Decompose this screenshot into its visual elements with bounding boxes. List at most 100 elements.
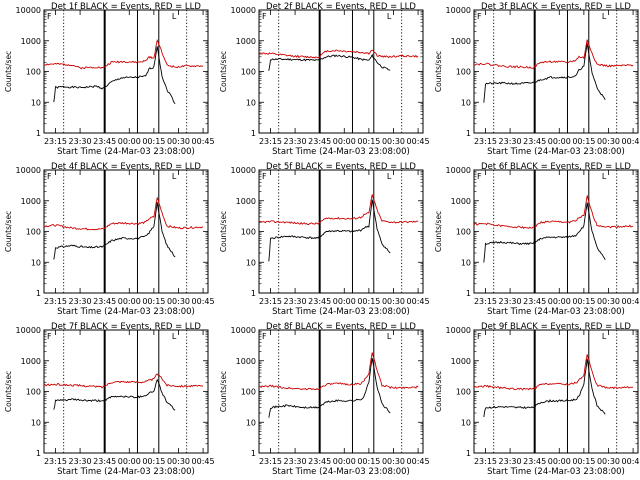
y-axis-label: Counts/sec bbox=[219, 51, 228, 92]
y-tick-label: 1 bbox=[36, 129, 41, 138]
panel-title: Det 6f BLACK = Events, RED = LLD bbox=[481, 162, 631, 172]
x-tick-label: 00:30 bbox=[382, 457, 405, 466]
y-tick-label: 1 bbox=[36, 449, 41, 458]
x-tick-label: 00:00 bbox=[333, 297, 356, 306]
x-axis-label: Start Time (24-Mar-03 23:08:00) bbox=[487, 467, 625, 477]
x-tick-label: 23:45 bbox=[308, 297, 331, 306]
x-tick-label: 23:15 bbox=[259, 457, 282, 466]
x-tick-label: 23:45 bbox=[523, 457, 546, 466]
x-tick-label: 00:15 bbox=[142, 457, 165, 466]
corner-mark: L bbox=[602, 332, 607, 341]
x-tick-label: 00:45 bbox=[407, 297, 430, 306]
x-tick-label: 23:45 bbox=[308, 457, 331, 466]
y-tick-label: 100 bbox=[241, 68, 256, 77]
y-tick-label: 10 bbox=[31, 418, 41, 427]
y-tick-label: 10000 bbox=[16, 166, 41, 175]
events-series-line bbox=[483, 43, 606, 103]
x-tick-label: 23:45 bbox=[523, 297, 546, 306]
x-tick-label: 00:15 bbox=[572, 297, 595, 306]
lld-series-line bbox=[258, 49, 419, 59]
x-tick-label: 00:30 bbox=[167, 137, 190, 146]
detector-panel: Det 4f BLACK = Events, RED = LLD 1 10 100 10… bbox=[4, 162, 215, 317]
y-tick-label: 100 bbox=[26, 228, 41, 237]
x-tick-label: 00:30 bbox=[597, 137, 620, 146]
y-tick-label: 100 bbox=[456, 228, 471, 237]
y-tick-label: 10 bbox=[461, 258, 471, 267]
x-tick-label: 00:00 bbox=[118, 137, 141, 146]
y-tick-label: 100 bbox=[241, 388, 256, 397]
x-tick-label: 23:45 bbox=[308, 137, 331, 146]
y-axis-label: Counts/sec bbox=[434, 371, 443, 412]
corner-mark: F bbox=[477, 172, 482, 181]
x-axis-label: Start Time (24-Mar-03 23:08:00) bbox=[272, 307, 410, 317]
y-tick-label: 1 bbox=[251, 129, 256, 138]
x-tick-label: 23:30 bbox=[499, 297, 522, 306]
lld-series-line bbox=[473, 195, 634, 229]
corner-mark: F bbox=[47, 12, 52, 21]
panel-title: Det 2f BLACK = Events, RED = LLD bbox=[266, 2, 416, 12]
y-tick-label: 1000 bbox=[21, 37, 41, 46]
events-series-line bbox=[483, 358, 606, 418]
x-tick-label: 00:45 bbox=[407, 457, 430, 466]
x-tick-label: 00:45 bbox=[622, 137, 640, 146]
y-tick-label: 10000 bbox=[446, 326, 471, 335]
y-tick-label: 10000 bbox=[446, 6, 471, 15]
lld-series-line bbox=[474, 39, 634, 69]
y-tick-label: 10000 bbox=[231, 326, 256, 335]
events-series-line bbox=[53, 201, 176, 260]
corner-mark: L bbox=[602, 172, 607, 181]
x-tick-label: 00:15 bbox=[357, 137, 380, 146]
y-tick-label: 100 bbox=[26, 388, 41, 397]
x-tick-label: 23:15 bbox=[44, 297, 67, 306]
detector-panel: Det 5f BLACK = Events, RED = LLD 1 10 100 10… bbox=[219, 162, 430, 317]
panel-title: Det 4f BLACK = Events, RED = LLD bbox=[51, 162, 201, 172]
y-axis-label: Counts/sec bbox=[434, 51, 443, 92]
x-axis-label: Start Time (24-Mar-03 23:08:00) bbox=[57, 467, 195, 477]
x-tick-label: 23:30 bbox=[284, 457, 307, 466]
y-tick-label: 100 bbox=[241, 228, 256, 237]
x-tick-label: 23:15 bbox=[474, 297, 497, 306]
events-series-line bbox=[268, 199, 391, 262]
corner-mark: F bbox=[47, 332, 52, 341]
lld-series-line bbox=[43, 373, 204, 389]
x-tick-label: 00:15 bbox=[572, 137, 595, 146]
y-tick-label: 10 bbox=[31, 258, 41, 267]
x-tick-label: 00:00 bbox=[118, 297, 141, 306]
x-tick-label: 23:45 bbox=[93, 297, 116, 306]
y-tick-label: 10 bbox=[461, 98, 471, 107]
y-tick-label: 1 bbox=[251, 449, 256, 458]
detector-panel: Det 2f BLACK = Events, RED = LLD 1 10 100 10… bbox=[219, 2, 430, 157]
y-tick-label: 1000 bbox=[451, 197, 471, 206]
x-tick-label: 00:15 bbox=[357, 297, 380, 306]
events-series-line bbox=[53, 378, 176, 411]
x-tick-label: 00:30 bbox=[382, 137, 405, 146]
x-tick-label: 23:15 bbox=[474, 137, 497, 146]
x-tick-label: 00:45 bbox=[407, 137, 430, 146]
x-tick-label: 23:30 bbox=[284, 137, 307, 146]
y-tick-label: 10 bbox=[246, 418, 256, 427]
y-tick-label: 10000 bbox=[446, 166, 471, 175]
detector-panel: Det 3f BLACK = Events, RED = LLD 1 10 100 10… bbox=[434, 2, 640, 157]
x-tick-label: 23:30 bbox=[284, 297, 307, 306]
corner-mark: L bbox=[387, 12, 392, 21]
x-tick-label: 00:45 bbox=[192, 457, 215, 466]
detector-panel: Det 1f BLACK = Events, RED = LLD 1 10 100 10… bbox=[4, 2, 215, 157]
x-tick-label: 23:15 bbox=[259, 297, 282, 306]
corner-mark: F bbox=[477, 12, 482, 21]
x-tick-label: 00:00 bbox=[548, 457, 571, 466]
y-tick-label: 1 bbox=[466, 129, 471, 138]
panel-title: Det 5f BLACK = Events, RED = LLD bbox=[266, 162, 416, 172]
y-tick-label: 1000 bbox=[236, 357, 256, 366]
y-tick-label: 1000 bbox=[21, 197, 41, 206]
corner-mark: F bbox=[262, 12, 267, 21]
corner-mark: L bbox=[172, 332, 177, 341]
corner-mark: L bbox=[172, 12, 177, 21]
y-tick-label: 1000 bbox=[236, 37, 256, 46]
x-tick-label: 23:15 bbox=[259, 137, 282, 146]
x-tick-label: 00:45 bbox=[622, 457, 640, 466]
y-tick-label: 10 bbox=[31, 98, 41, 107]
x-tick-label: 23:30 bbox=[499, 137, 522, 146]
lld-series-line bbox=[43, 39, 204, 70]
x-tick-label: 00:45 bbox=[192, 137, 215, 146]
detector-panel: Det 7f BLACK = Events, RED = LLD 1 10 100 10… bbox=[4, 322, 215, 477]
